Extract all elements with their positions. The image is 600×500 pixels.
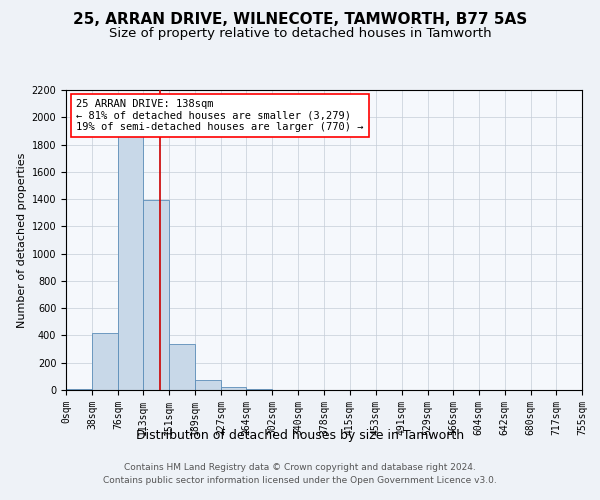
Text: 25, ARRAN DRIVE, WILNECOTE, TAMWORTH, B77 5AS: 25, ARRAN DRIVE, WILNECOTE, TAMWORTH, B7… (73, 12, 527, 28)
Bar (66, 388, 92, 390)
Text: Size of property relative to detached houses in Tamworth: Size of property relative to detached ho… (109, 28, 491, 40)
Bar (118, 131, 143, 390)
Text: Contains HM Land Registry data © Crown copyright and database right 2024.: Contains HM Land Registry data © Crown c… (124, 464, 476, 472)
Text: 25 ARRAN DRIVE: 138sqm
← 81% of detached houses are smaller (3,279)
19% of semi-: 25 ARRAN DRIVE: 138sqm ← 81% of detached… (76, 99, 364, 132)
Bar (92, 332, 118, 390)
Y-axis label: Number of detached properties: Number of detached properties (17, 152, 28, 328)
Text: Distribution of detached houses by size in Tamworth: Distribution of detached houses by size … (136, 428, 464, 442)
Bar (143, 200, 169, 390)
Bar (195, 380, 221, 390)
Bar (247, 389, 272, 390)
Text: Contains public sector information licensed under the Open Government Licence v3: Contains public sector information licen… (103, 476, 497, 485)
Bar (221, 388, 247, 390)
Bar (169, 344, 195, 390)
